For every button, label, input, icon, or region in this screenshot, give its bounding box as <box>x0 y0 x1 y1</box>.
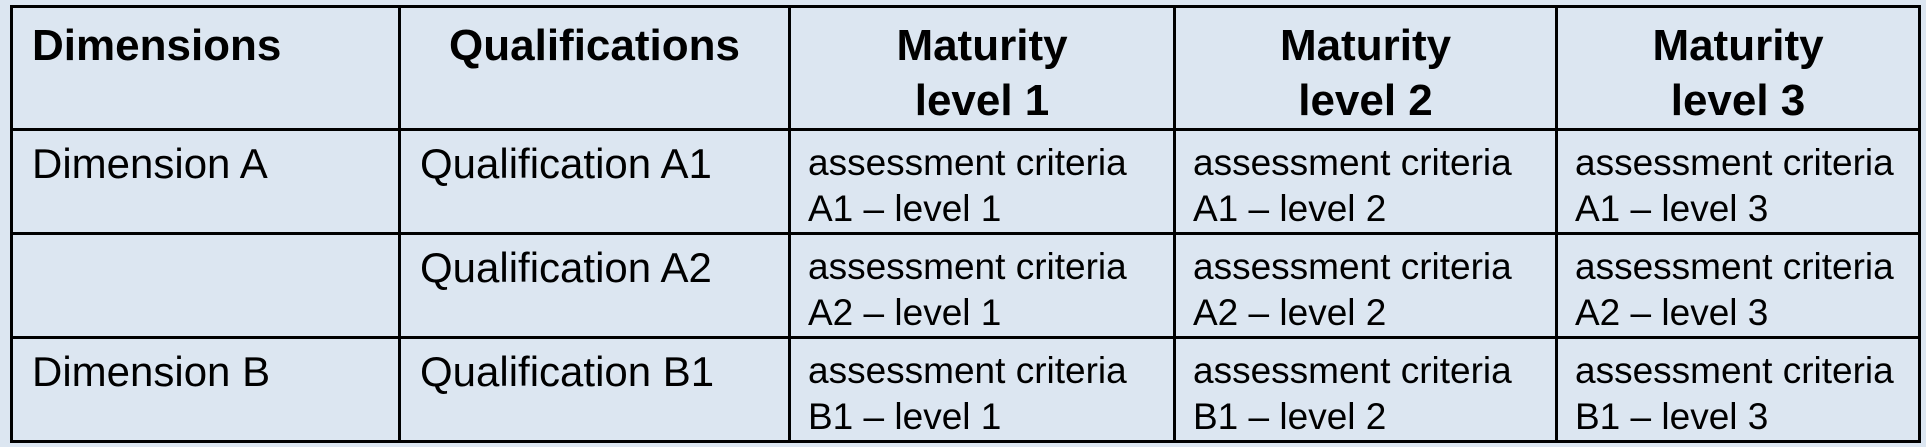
criteria-cell-level-1: assessment criteria B1 – level 1 <box>788 336 1176 443</box>
header-maturity-level-2: Maturity level 2 <box>1173 5 1558 131</box>
dimension-cell: Dimension A <box>10 128 401 235</box>
dimension-cell: Dimension B <box>10 336 401 443</box>
criteria-cell-level-3: assessment criteria A1 – level 3 <box>1555 128 1921 235</box>
table-row: Dimension B Qualification B1 assessment … <box>10 336 1921 443</box>
criteria-cell-level-2: assessment criteria A1 – level 2 <box>1173 128 1558 235</box>
criteria-cell-level-2: assessment criteria A2 – level 2 <box>1173 232 1558 339</box>
qualification-cell: Qualification A2 <box>398 232 791 339</box>
maturity-assessment-table: Dimensions Qualifications Maturity level… <box>10 5 1921 443</box>
qualification-cell: Qualification B1 <box>398 336 791 443</box>
table-row: Dimension A Qualification A1 assessment … <box>10 128 1921 235</box>
criteria-cell-level-3: assessment criteria A2 – level 3 <box>1555 232 1921 339</box>
header-row: Dimensions Qualifications Maturity level… <box>10 5 1921 131</box>
criteria-cell-level-1: assessment criteria A1 – level 1 <box>788 128 1176 235</box>
header-maturity-level-1: Maturity level 1 <box>788 5 1176 131</box>
criteria-cell-level-2: assessment criteria B1 – level 2 <box>1173 336 1558 443</box>
dimension-cell-empty <box>10 232 401 339</box>
criteria-cell-level-3: assessment criteria B1 – level 3 <box>1555 336 1921 443</box>
header-qualifications: Qualifications <box>398 5 791 131</box>
header-dimensions: Dimensions <box>10 5 401 131</box>
qualification-cell: Qualification A1 <box>398 128 791 235</box>
criteria-cell-level-1: assessment criteria A2 – level 1 <box>788 232 1176 339</box>
table-row: Qualification A2 assessment criteria A2 … <box>10 232 1921 339</box>
header-maturity-level-3: Maturity level 3 <box>1555 5 1921 131</box>
